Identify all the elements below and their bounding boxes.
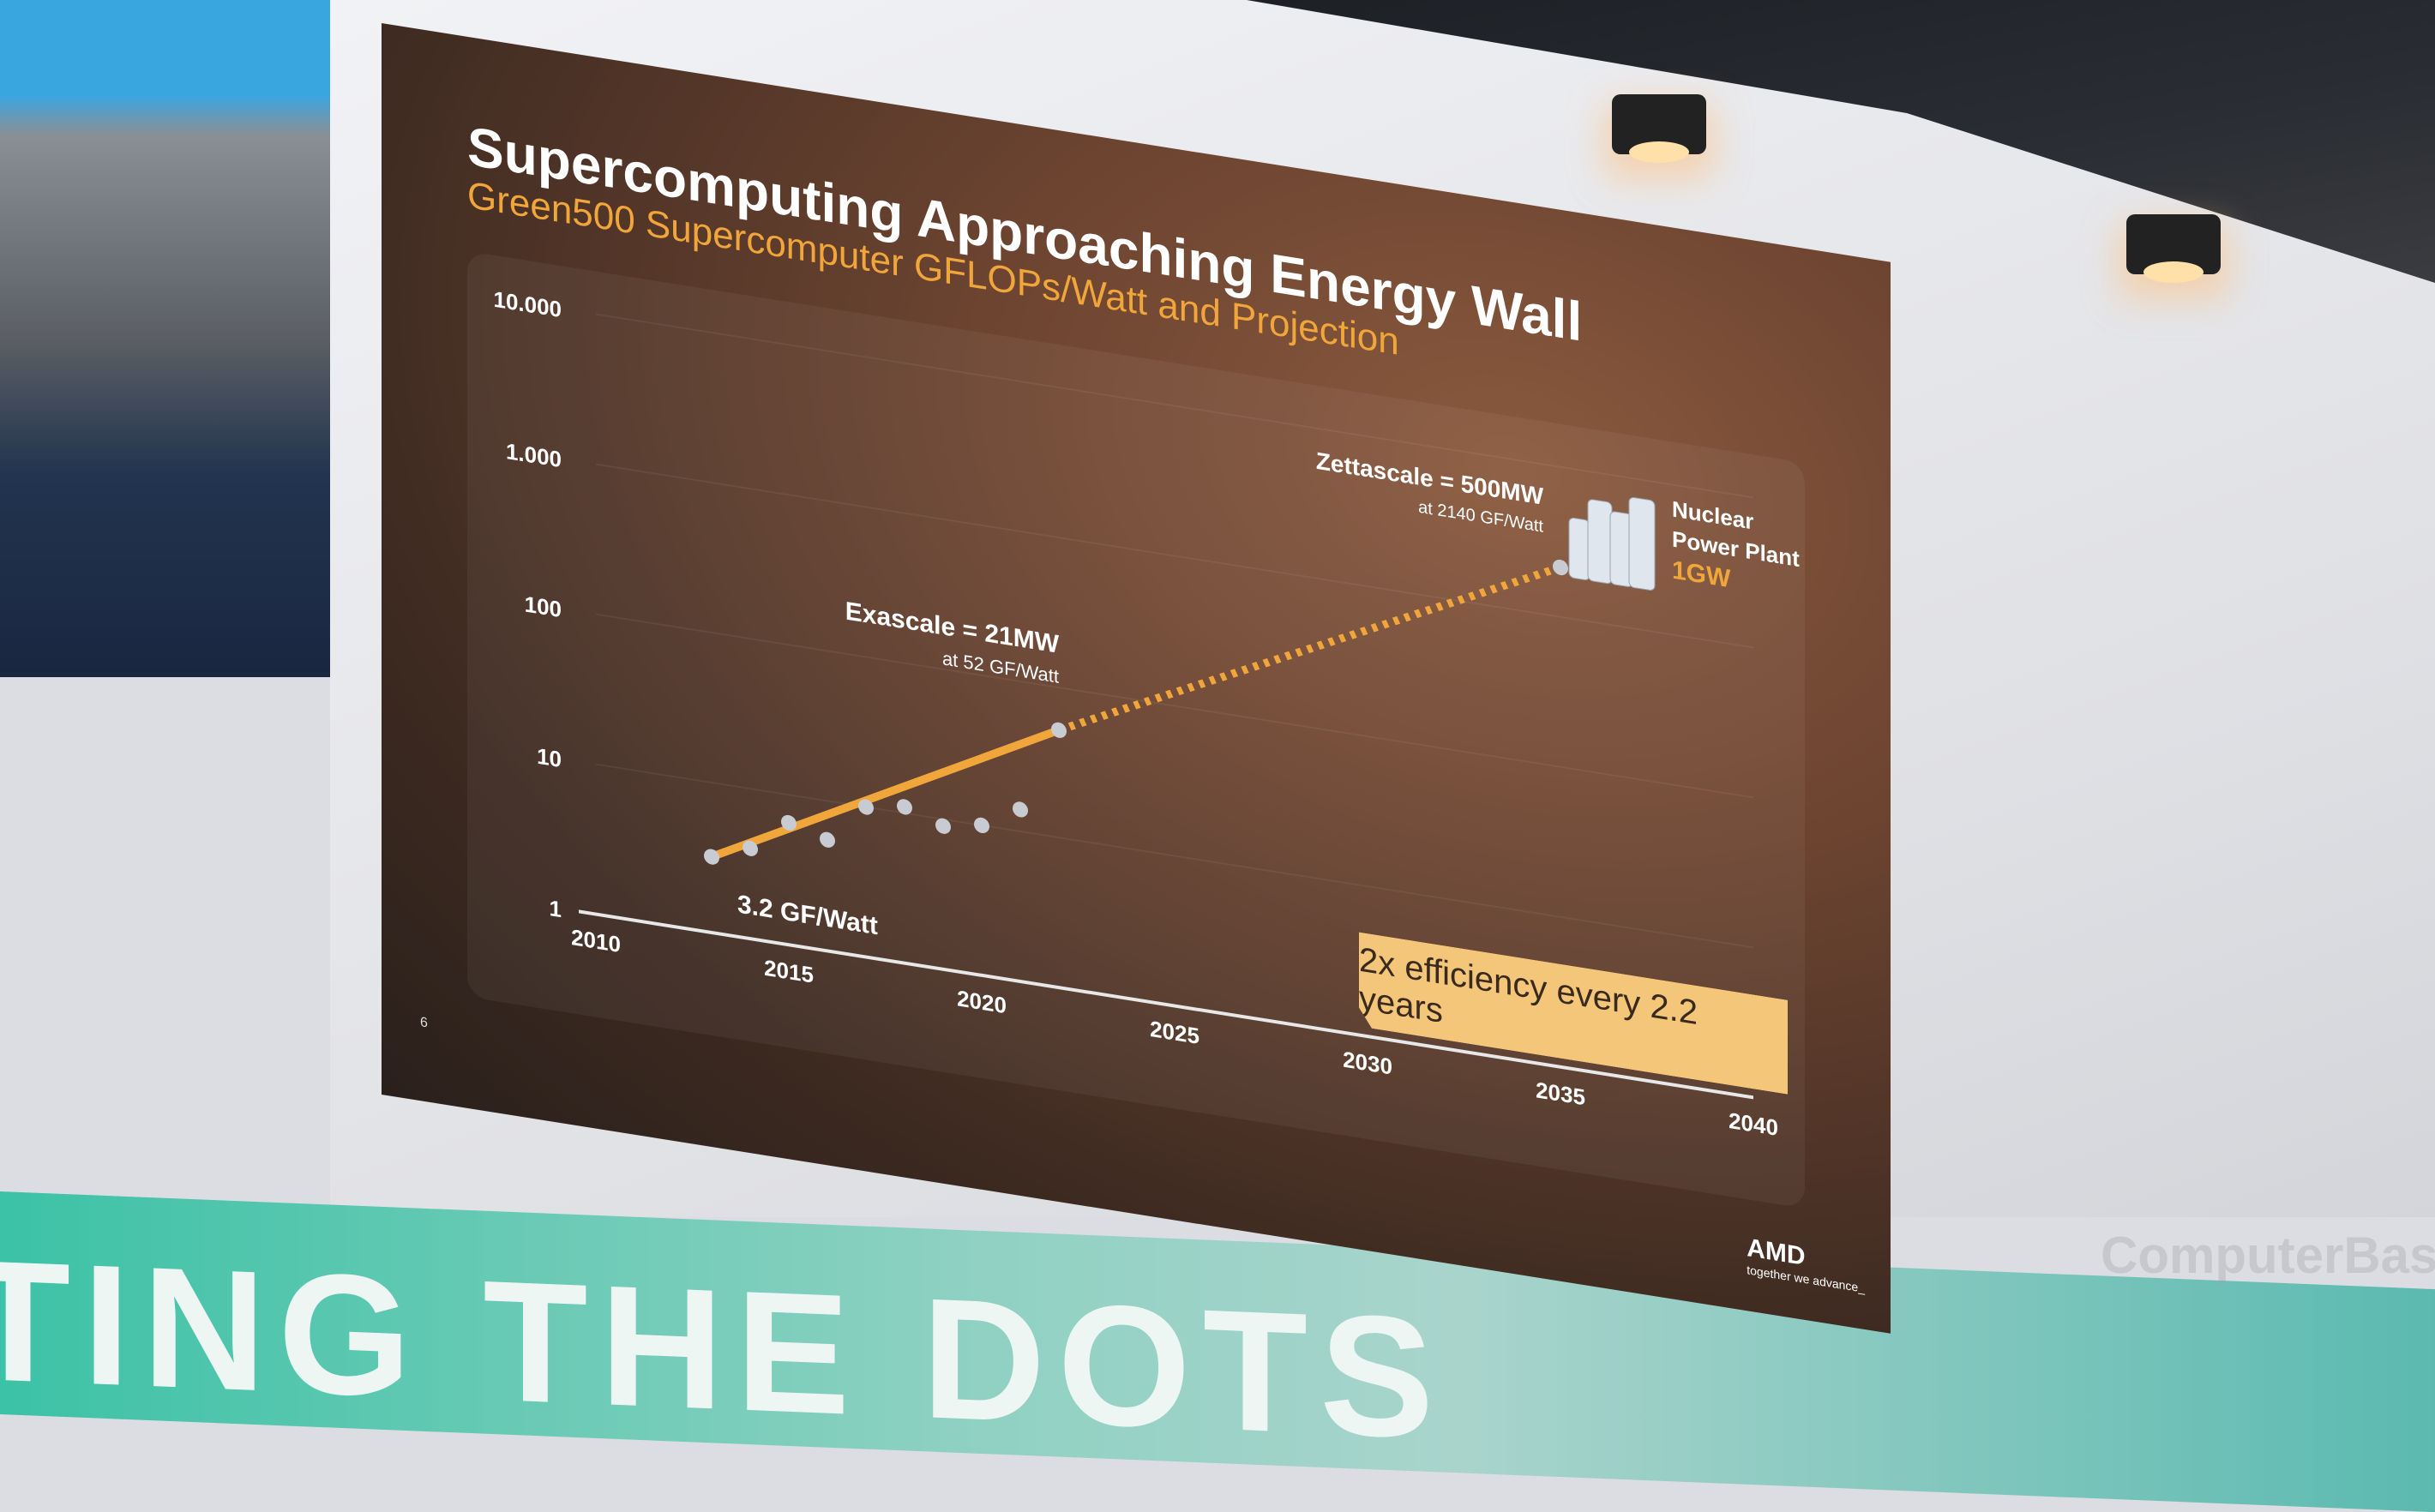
gridline	[596, 463, 1753, 649]
x-tick-label: 2030	[1343, 1047, 1392, 1080]
data-point	[1051, 722, 1067, 738]
x-axis	[579, 909, 1753, 1100]
data-point	[1013, 801, 1028, 818]
page-number: 6	[420, 1015, 428, 1031]
chart: 10.000 1.000 100 10 1 2010 2015 2020 2025 2030 203…	[493, 286, 1800, 1141]
stage-light	[1612, 94, 1706, 163]
nuclear-label-3: 1GW	[1672, 556, 1731, 594]
cooling-tower-icon	[1628, 496, 1656, 591]
x-tick-label: 2025	[1150, 1016, 1199, 1049]
gridline	[596, 613, 1753, 799]
x-tick-label: 2040	[1729, 1107, 1778, 1141]
x-tick-label: 2035	[1536, 1077, 1585, 1110]
trend-line-projection	[1057, 563, 1562, 735]
cooling-tower-icon	[1587, 499, 1613, 585]
data-point	[704, 849, 719, 865]
gridline	[596, 763, 1753, 949]
data-point	[820, 831, 835, 848]
data-point	[858, 799, 874, 815]
data-point	[743, 840, 758, 856]
y-tick-label: 1	[550, 895, 562, 922]
cooling-tower-icon	[1568, 517, 1590, 580]
data-point	[1553, 559, 1568, 576]
watermark-text: ComputerBase	[2101, 1227, 2435, 1284]
data-point	[897, 799, 912, 815]
data-point	[781, 814, 797, 831]
gridline	[596, 313, 1753, 499]
data-point	[935, 818, 951, 834]
y-tick-label: 10	[537, 743, 562, 772]
x-tick-label: 2015	[764, 955, 814, 988]
x-tick-label: 2010	[571, 924, 621, 957]
y-tick-label: 100	[525, 591, 562, 623]
y-tick-label: 1.000	[506, 438, 562, 472]
data-point	[974, 817, 989, 833]
y-tick-label: 10.000	[493, 286, 562, 322]
stage-light	[2126, 214, 2221, 283]
trend-line-actual	[709, 726, 1061, 861]
slide: Supercomputing Approaching Energy Wall G…	[382, 23, 1891, 1334]
background-video-panel	[0, 0, 330, 677]
x-tick-label: 2020	[957, 985, 1007, 1018]
start-label: 3.2 GF/Watt	[737, 890, 878, 940]
